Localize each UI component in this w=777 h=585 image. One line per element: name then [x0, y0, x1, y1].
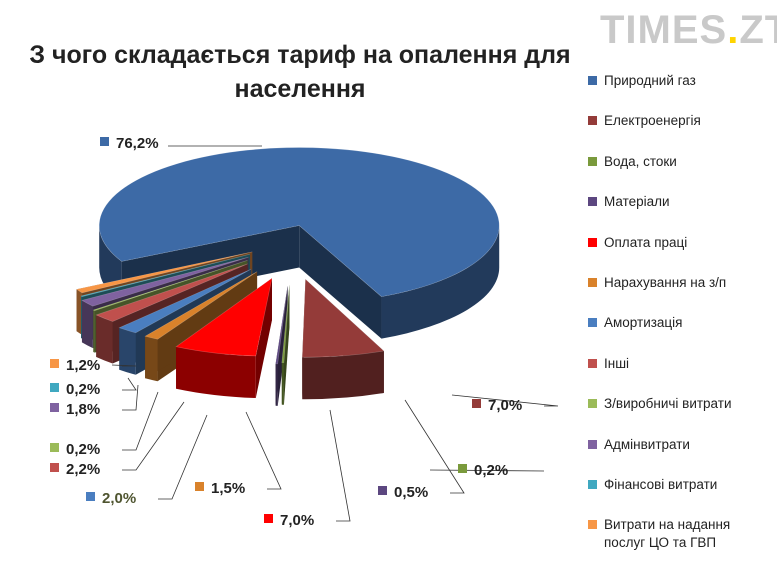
legend-label: Електроенергія [604, 113, 701, 129]
data-label: 7,0% [280, 512, 314, 529]
data-label-swatch [86, 492, 95, 501]
logo-text: TIMES [600, 8, 728, 52]
pie-slice-outer-wall [145, 336, 158, 382]
legend-label: Фінансові витрати [604, 477, 718, 492]
data-label: 0,2% [66, 441, 100, 458]
legend-swatch [588, 278, 597, 287]
logo-suffix: ZT [739, 8, 777, 52]
data-label-swatch [195, 482, 204, 491]
pie-slice [80, 253, 250, 297]
data-label-swatch [458, 464, 467, 473]
legend-label: Вода, стоки [604, 153, 677, 169]
legend-swatch [588, 399, 597, 409]
pie-slice [144, 271, 258, 340]
pie-slice [275, 285, 288, 365]
legend-label: Матеріали [604, 194, 670, 210]
data-label: 2,0% [102, 490, 136, 507]
pie-slice [281, 284, 290, 364]
times-zt-logo: TIMES.ZT [600, 8, 777, 53]
pie-slice-outer-wall [81, 295, 83, 339]
pie-slice-outer-wall [281, 362, 284, 405]
data-label: 1,2% [66, 357, 100, 374]
legend-swatch [588, 480, 597, 489]
legend-swatch [588, 76, 597, 85]
chart-title-line-1: З чого складається тариф на опалення для [29, 41, 571, 69]
legend-label: Природний газ [604, 73, 696, 88]
pie-slice-wall [299, 225, 382, 339]
legend-swatch [588, 439, 597, 449]
legend-swatch [588, 197, 597, 207]
legend-label: Нарахування на з/п [604, 275, 727, 290]
legend-swatch [588, 358, 597, 368]
pie-slice [175, 277, 273, 357]
legend-label: Оплата праці [604, 234, 688, 250]
data-label-swatch [50, 463, 59, 472]
pie-slice-wall [275, 285, 288, 406]
data-label-swatch [100, 137, 109, 146]
logo-dot: . [727, 8, 740, 52]
legend-label: Витрати на надання послуг ЦО та ГВП [604, 517, 731, 551]
pie-slice [95, 263, 248, 322]
data-label: 1,8% [66, 401, 100, 418]
data-label-leader [245, 411, 282, 490]
pie-slice-outer-wall [119, 327, 136, 375]
data-label-leader [158, 414, 208, 500]
pie-slice-outer-wall [96, 314, 113, 364]
chart-title-line-2: населення [234, 75, 366, 103]
data-label: 1,5% [211, 480, 245, 497]
data-label: 0,2% [66, 381, 100, 398]
legend-label: Інші [604, 355, 630, 371]
legend-swatch [588, 520, 597, 530]
pie-slice [118, 268, 252, 334]
pie-slice-wall [145, 271, 258, 379]
data-label-leader [404, 399, 465, 494]
data-label-leader [111, 364, 137, 367]
data-label-leader [122, 391, 159, 451]
data-label-leader [451, 394, 559, 407]
pie-slice [98, 147, 500, 297]
pie-slice-outer-wall [81, 300, 93, 349]
data-label: 7,0% [488, 397, 522, 414]
pie-slice-outer-wall [302, 350, 384, 400]
pie-slice-outer-wall [381, 225, 500, 339]
data-label-swatch [472, 399, 481, 408]
legend-swatch [588, 156, 597, 166]
pie-slice [301, 278, 385, 358]
data-label-leader [122, 401, 185, 471]
data-label-swatch [264, 514, 273, 523]
data-label-swatch [50, 359, 59, 368]
legend-label: З/виробничі витрати [604, 396, 732, 412]
pie-slice-outer-wall [176, 346, 256, 398]
chart-title: З чого складається тариф на опалення для… [10, 38, 590, 106]
data-label-swatch [50, 443, 59, 452]
pie-slice-outer-wall [76, 289, 83, 335]
pie-slice [92, 260, 248, 311]
data-labels: 76,2% 7,0% 0,2% 0,5% 7,0% 1,5% 2,0%2,2% 0,2% 1,8… [50, 135, 559, 529]
pie-slice [81, 256, 249, 307]
legend-swatch [588, 318, 597, 328]
data-label-swatch [50, 403, 59, 412]
pie-slice-outer-wall [275, 363, 278, 406]
pie-slice-outer-wall [93, 310, 95, 353]
data-label-leader [122, 377, 137, 391]
data-label: 2,2% [66, 461, 100, 478]
data-label: 0,5% [394, 484, 428, 501]
data-label-leader [429, 469, 545, 472]
legend-swatch [588, 237, 597, 247]
data-label: 76,2% [116, 135, 159, 152]
pie-slice [75, 251, 253, 294]
data-label-leader [122, 384, 139, 411]
pie-slice-tops [75, 147, 500, 365]
data-label-swatch [378, 486, 387, 495]
data-label-leader [329, 409, 351, 522]
data-label: 0,2% [474, 462, 508, 479]
legend-swatch [588, 116, 597, 126]
legend-label: Амортизація [604, 315, 683, 331]
data-label-swatch [50, 383, 59, 392]
legend-label: Адмінвитрати [604, 436, 690, 452]
